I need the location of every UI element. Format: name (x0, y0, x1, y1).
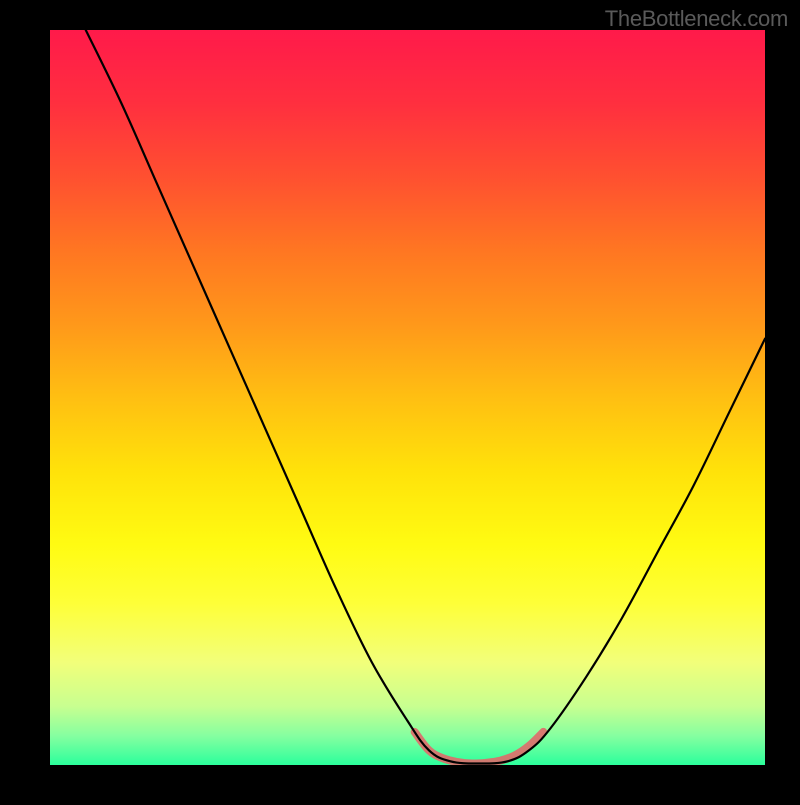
watermark-text: TheBottleneck.com (605, 6, 788, 32)
plot-background (50, 30, 765, 765)
bottleneck-chart (0, 0, 800, 800)
chart-container (0, 0, 800, 800)
